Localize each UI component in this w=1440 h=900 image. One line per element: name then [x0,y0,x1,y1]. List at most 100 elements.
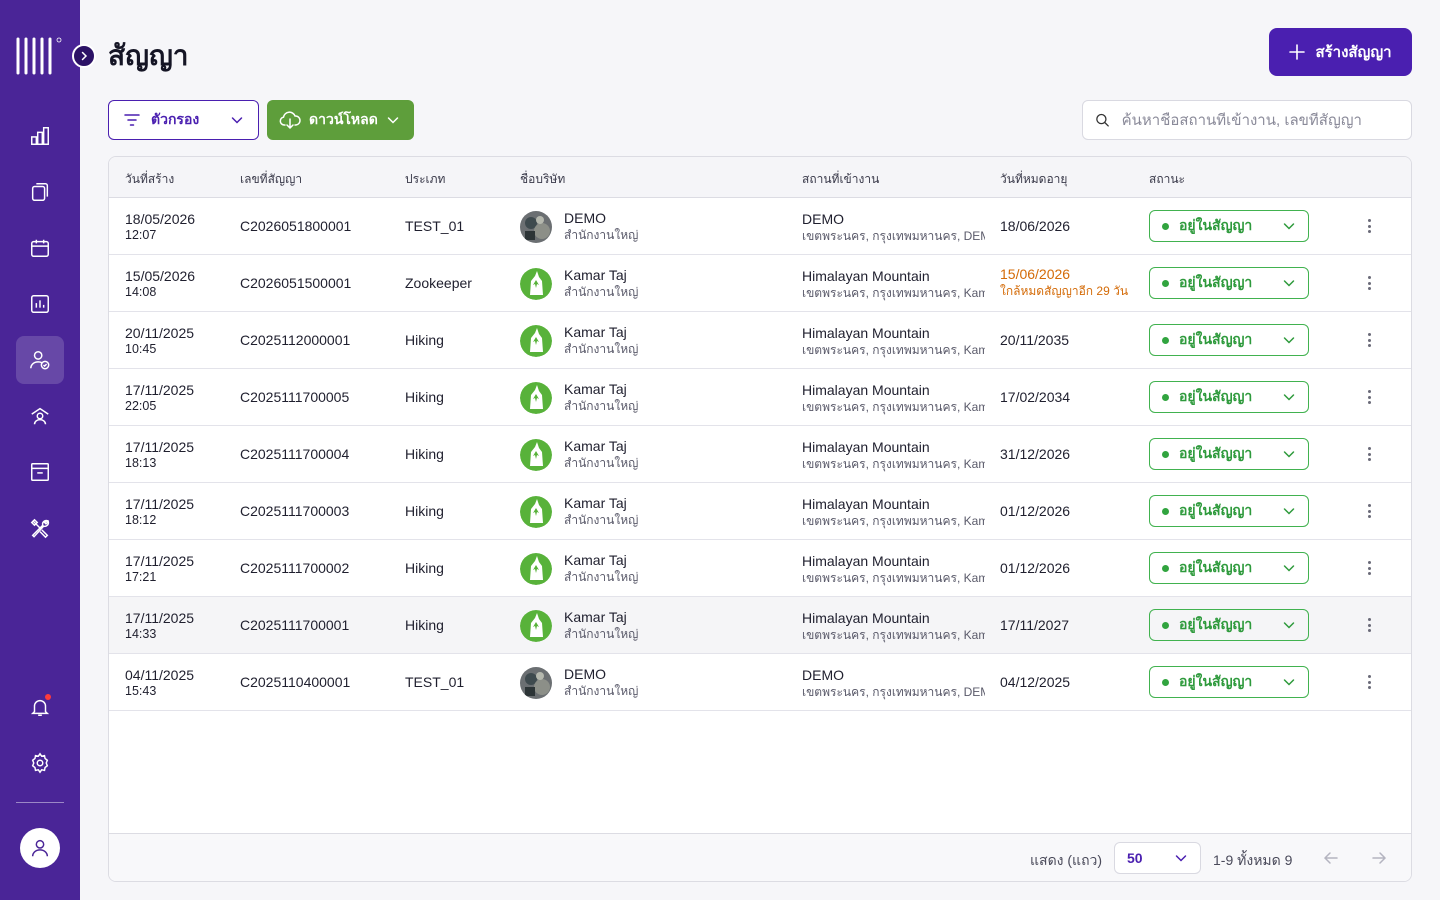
search-box [1082,100,1412,140]
download-label: ดาวน์โหลด [309,111,378,127]
chevron-down-icon [1283,280,1295,287]
nav-archive[interactable] [16,448,64,496]
search-input[interactable] [1121,111,1399,129]
col-expiry[interactable]: วันที่หมดอายุ [1000,172,1068,186]
created-date-value: 17/11/2025 [125,439,195,455]
nav-dashboard[interactable] [16,112,64,160]
gear-icon [31,752,49,774]
expiry-cell: 04/12/2025 [1000,674,1070,690]
contract-number: C2026051500001 [240,275,352,291]
col-contract-number[interactable]: เลขที่สัญญา [240,172,303,186]
status-select[interactable]: อยู่ในสัญญา [1149,495,1309,527]
created-date-value: 17/11/2025 [125,382,195,398]
contract-type: Hiking [405,332,444,348]
table-row[interactable]: 20/11/2025 10:45 C2025112000001 Hiking Kamar… [109,312,1411,369]
status-dot [1162,621,1169,629]
col-created-date[interactable]: วันที่สร้าง [125,172,175,186]
site-address: เขตพระนคร, กรุงเทพมหานคร, DEMO [802,229,985,243]
download-button[interactable]: ดาวน์โหลด [267,100,414,140]
filter-label: ตัวกรอง [151,111,200,127]
status-select[interactable]: อยู่ในสัญญา [1149,267,1309,299]
nav-workers[interactable] [16,392,64,440]
status-select[interactable]: อยู่ในสัญญา [1149,381,1309,413]
app-logo [16,36,62,76]
nav-contracts[interactable] [16,336,64,384]
table-row[interactable]: 17/11/2025 22:05 C2025111700005 Hiking Kamar… [109,369,1411,426]
more-options-icon[interactable] [1361,330,1377,350]
table-row[interactable]: 17/11/2025 14:33 C2025111700001 Hiking Kamar… [109,597,1411,654]
contract-number: C2025111700003 [240,503,350,519]
company-logo [520,667,552,699]
created-date-value: 18/05/2026 [125,211,196,227]
company-logo [520,382,552,414]
status-select[interactable]: อยู่ในสัญญา [1149,666,1309,698]
notification-badge [45,694,51,700]
nav-tools[interactable] [16,504,64,552]
chevron-down-icon [1283,223,1295,230]
status-select[interactable]: อยู่ในสัญญา [1149,609,1309,641]
site-name: Himalayan Mountain [802,268,930,284]
contract-type: Hiking [405,617,444,633]
nav-documents[interactable] [16,168,64,216]
company-branch: สำนักงานใหญ่ [564,570,639,584]
filter-button[interactable]: ตัวกรอง [108,100,259,140]
chevron-down-icon [1283,622,1295,629]
table-row[interactable]: 18/05/2026 12:07 C2026051800001 TEST_01 DEMO… [109,198,1411,255]
user-avatar[interactable] [20,828,60,868]
table-row[interactable]: 17/11/2025 18:13 C2025111700004 Hiking Kamar… [109,426,1411,483]
more-options-icon[interactable] [1361,273,1377,293]
company-cell: Kamar Taj สำนักงานใหญ่ [520,324,638,358]
created-date: 17/11/2025 18:13 [125,439,194,471]
table-row[interactable]: 04/11/2025 15:43 C2025110400001 TEST_01 DEMO… [109,654,1411,711]
more-options-icon[interactable] [1361,444,1377,464]
more-options-icon[interactable] [1361,558,1377,578]
expiry-cell: 17/11/2027 [1000,617,1069,633]
more-options-icon[interactable] [1361,216,1377,236]
company-name: Kamar Taj [564,381,627,397]
status-dot [1162,393,1169,401]
nav-reports[interactable] [16,280,64,328]
nav-settings[interactable] [16,739,64,787]
sidebar [0,0,96,900]
nav-notifications[interactable] [16,683,64,731]
col-type[interactable]: ประเภท [405,172,446,186]
arrow-left-icon[interactable] [1321,848,1341,868]
rows-per-page-select[interactable]: 50 [1114,842,1201,874]
more-options-icon[interactable] [1361,387,1377,407]
bell-icon [30,699,50,716]
company-cell: DEMO สำนักงานใหญ่ [520,210,638,244]
status-select[interactable]: อยู่ในสัญญา [1149,552,1309,584]
more-options-icon[interactable] [1361,501,1377,521]
status-select[interactable]: อยู่ในสัญญา [1149,438,1309,470]
company-logo [520,439,552,471]
arrow-right-icon[interactable] [1369,848,1389,868]
cloud-download-icon [279,111,301,130]
table-row[interactable]: 17/11/2025 17:21 C2025111700002 Hiking Kamar… [109,540,1411,597]
col-company[interactable]: ชื่อบริษัท [520,172,566,186]
site-name: Himalayan Mountain [802,439,930,455]
report-icon [31,295,49,313]
col-site[interactable]: สถานที่เข้างาน [802,172,880,186]
create-contract-button[interactable]: สร้างสัญญา [1269,28,1412,76]
company-cell: Kamar Taj สำนักงานใหญ่ [520,495,638,529]
company-branch: สำนักงานใหญ่ [564,285,639,299]
sidebar-expand-button[interactable] [72,44,96,68]
more-options-icon[interactable] [1361,615,1377,635]
table-row[interactable]: 17/11/2025 18:12 C2025111700003 Hiking Kamar… [109,483,1411,540]
table-row[interactable]: 15/05/2026 14:08 C2026051500001 Zookeeper Ka… [109,255,1411,312]
more-options-icon[interactable] [1361,672,1377,692]
expiry-date: 17/11/2027 [1000,617,1070,633]
site-address: เขตพระนคร, กรุงเทพมหานคร, Kamar Taj [802,571,985,585]
status-select[interactable]: อยู่ในสัญญา [1149,210,1309,242]
created-date-value: 20/11/2025 [125,325,195,341]
site-address: เขตพระนคร, กรุงเทพมหานคร, Kamar Taj [802,457,985,471]
expiry-date: 01/12/2026 [1000,503,1071,519]
created-time-value: 17:21 [125,570,157,584]
expiry-date: 20/11/2035 [1000,332,1070,348]
table-header: วันที่สร้าง เลขที่สัญญา ประเภท ชื่อบริษั… [109,157,1411,198]
col-status[interactable]: สถานะ [1149,172,1185,186]
created-date-value: 17/11/2025 [125,496,195,512]
nav-calendar[interactable] [16,224,64,272]
chevron-down-icon [1175,855,1187,862]
status-select[interactable]: อยู่ในสัญญา [1149,324,1309,356]
